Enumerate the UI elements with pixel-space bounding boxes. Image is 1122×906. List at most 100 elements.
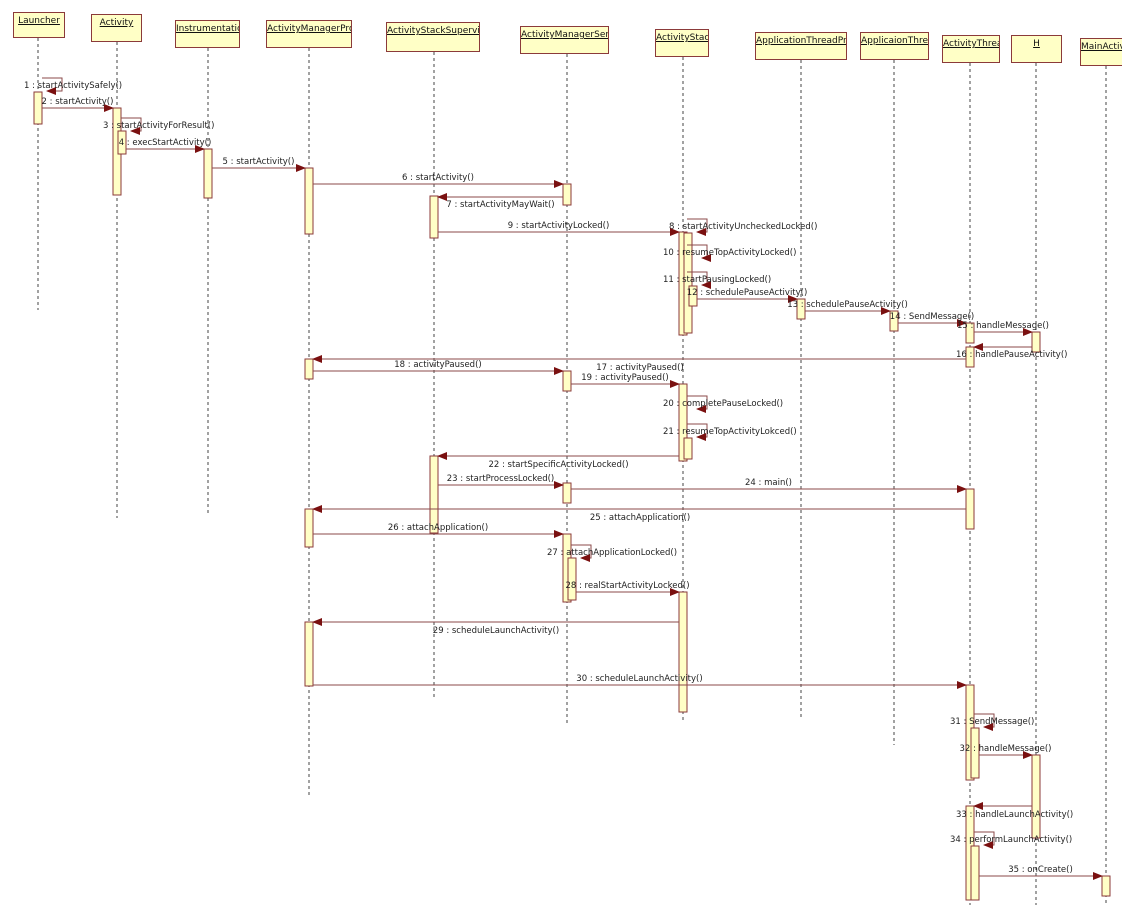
message-35[interactable]: 35 : onCreate() [979,865,1103,880]
activation-bar [1101,875,1111,897]
message-label: 4 : execStartActivity() [119,138,212,148]
participant-name: ActivityManagerService [521,30,609,40]
activation-bar [683,232,693,334]
activation-bar [304,621,314,687]
message-19[interactable]: 19 : activityPaused() [571,373,680,388]
message-17[interactable]: 17 : activityPaused() [312,355,966,373]
activation-bar [796,298,806,320]
activation-bar [304,167,314,235]
message-label: 1 : startActivitySafely() [24,81,122,91]
message-9[interactable]: 9 : startActivityLocked() [438,221,680,236]
message-11[interactable]: 11 : startPausingLocked() [663,271,771,289]
self-call-arrow [42,77,63,95]
message-33[interactable]: 33 : handleLaunchActivity() [956,802,1073,820]
message-label: 3 : startActivityForResult() [103,121,214,131]
activation-bar [567,557,577,601]
message-label: 17 : activityPaused() [596,363,683,373]
activation-bar [688,285,698,307]
message-25[interactable]: 25 : attachApplication() [312,505,966,523]
message-16[interactable]: 16 : handlePauseActivity() [956,343,1067,360]
participant-activitythread[interactable]: ActivityThread [942,35,1000,63]
participant-mainactivity[interactable]: MainActivity [1080,38,1122,66]
message-label: 10 : resumeTopActivityLocked() [663,248,796,258]
activation-bar [304,358,314,380]
message-28[interactable]: 28 : realStartActivityLocked() [565,581,690,596]
self-call-arrow [687,244,711,262]
message-6[interactable]: 6 : startActivity() [313,173,564,188]
message-10[interactable]: 10 : resumeTopActivityLocked() [663,244,796,262]
message-22[interactable]: 22 : startSpecificActivityLocked() [437,452,679,470]
message-label: 28 : realStartActivityLocked() [565,581,689,591]
message-label: 25 : attachApplication() [590,513,690,523]
message-label: 32 : handleMessage() [960,744,1052,754]
self-call-arrow [687,395,708,413]
message-21[interactable]: 21 : resumeTopActivityLokced() [663,423,797,441]
participant-name: MainActivity [1081,42,1122,52]
message-label: 19 : activityPaused() [581,373,668,383]
message-14[interactable]: 14 : SendMessage() [890,312,974,327]
participant-applicationthreadproxy[interactable]: ApplicationThreadProxy [755,32,847,60]
message-label: 12 : schedulePauseActivity() [687,288,808,298]
message-15[interactable]: 15 : handleMessage() [957,321,1049,336]
activation-bar [965,488,975,530]
message-label: 5 : startActivity() [223,157,295,167]
message-4[interactable]: 4 : execStartActivity() [119,138,212,153]
message-label: 22 : startSpecificActivityLocked() [488,460,628,470]
message-27[interactable]: 27 : attachApplicationLocked() [547,544,677,562]
activation-bar [429,455,439,534]
self-call-arrow [687,271,711,289]
message-24[interactable]: 24 : main() [571,478,967,493]
participant-name: ActivityThread [943,39,999,49]
participant-activitystack[interactable]: ActivityStack [655,29,709,57]
message-label: 2 : startActivity() [42,97,114,107]
activation-bar [1031,754,1041,839]
activation-bar [429,195,439,239]
message-5[interactable]: 5 : startActivity() [212,157,306,172]
message-13[interactable]: 13 : schedulePauseActivity() [787,300,908,315]
message-label: 13 : schedulePauseActivity() [787,300,908,310]
message-label: 14 : SendMessage() [890,312,974,322]
message-2[interactable]: 2 : startActivity() [42,97,114,112]
message-23[interactable]: 23 : startProcessLocked() [438,474,564,489]
participant-name: Instrumentation [176,24,239,34]
message-label: 15 : handleMessage() [957,321,1049,331]
participant-h[interactable]: H [1011,35,1062,63]
activation-bar [965,346,975,368]
message-31[interactable]: 31 : SendMessage() [950,713,1034,731]
message-18[interactable]: 18 : activityPaused() [313,360,564,375]
participant-activity[interactable]: Activity [91,14,142,42]
message-26[interactable]: 26 : attachApplication() [313,523,564,538]
message-label: 26 : attachApplication() [388,523,488,533]
message-32[interactable]: 32 : handleMessage() [960,744,1052,759]
message-label: 11 : startPausingLocked() [663,275,771,285]
participant-launcher[interactable]: Launcher [13,12,65,38]
message-8[interactable]: 8 : startActivityUncheckedLocked() [669,218,817,236]
message-label: 29 : scheduleLaunchActivity() [433,626,559,636]
message-1[interactable]: 1 : startActivitySafely() [24,77,122,95]
self-call-arrow [974,831,995,849]
participant-activitymanagerproxy[interactable]: ActivityManagerProxy [266,20,352,48]
participant-activitystacksupervisor[interactable]: ActivityStackSupervisor [386,22,480,52]
participant-activitymanagerservice[interactable]: ActivityManagerService [520,26,609,54]
message-label: 6 : startActivity() [402,173,474,183]
message-label: 20 : completePauseLocked() [663,399,783,409]
participant-applicaionthread[interactable]: ApplicaionThread [860,32,929,60]
message-34[interactable]: 34 : performLaunchActivity() [950,831,1072,849]
self-call-arrow [687,423,708,441]
message-label: 18 : activityPaused() [394,360,481,370]
participant-instrumentation[interactable]: Instrumentation [175,20,240,48]
message-label: 27 : attachApplicationLocked() [547,548,677,558]
message-label: 35 : onCreate() [1008,865,1073,875]
activation-bar [683,437,693,460]
message-12[interactable]: 12 : schedulePauseActivity() [687,288,808,303]
message-3[interactable]: 3 : startActivityForResult() [103,117,214,135]
message-label: 33 : handleLaunchActivity() [956,810,1073,820]
activation-bar [678,591,688,713]
message-29[interactable]: 29 : scheduleLaunchActivity() [312,618,679,636]
activation-bar [970,845,980,901]
self-call-arrow [974,713,995,731]
message-30[interactable]: 30 : scheduleLaunchActivity() [313,674,967,689]
message-7[interactable]: 7 : startActivityMayWait() [437,193,563,210]
message-20[interactable]: 20 : completePauseLocked() [663,395,783,413]
